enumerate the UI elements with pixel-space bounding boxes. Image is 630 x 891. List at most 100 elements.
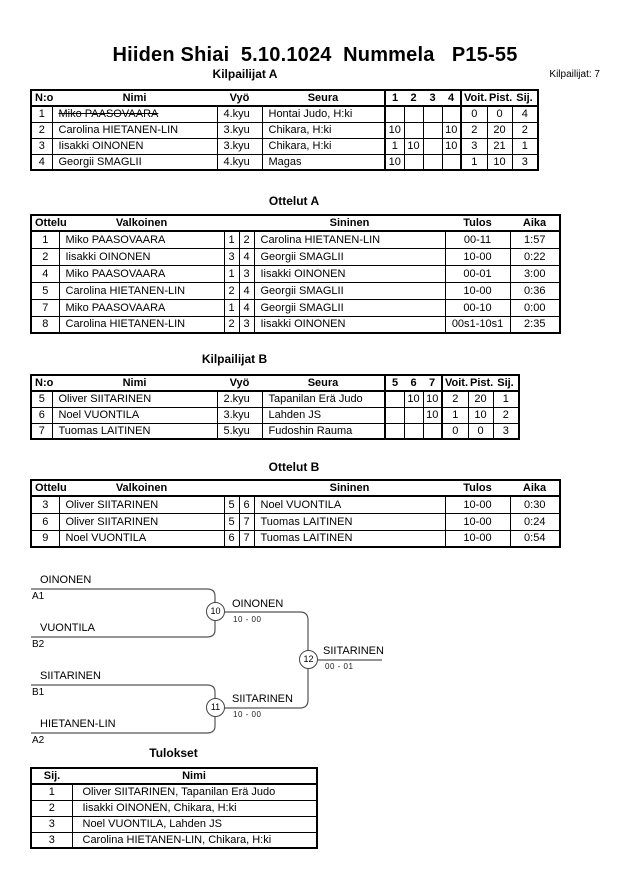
cell-score <box>403 422 424 440</box>
cell-no: 4 <box>30 153 53 171</box>
pool-a-table: N:o Nimi Vyö Seura 1 2 3 4 Voit. Pist. S… <box>30 89 539 171</box>
cell-blue: Georgii SMAGLII <box>253 281 446 300</box>
cell-place: 3 <box>492 422 520 440</box>
cell-white-no: 1 <box>223 298 240 317</box>
cell-white: Noel VUONTILA <box>58 529 225 548</box>
table-row: 6 Oliver SIITARINEN 5 7 Tuomas LAITINEN … <box>30 512 561 531</box>
cell-belt: 3.kyu <box>216 137 263 155</box>
col-header-time: Aika <box>510 480 560 497</box>
bracket-line-a1 <box>31 588 216 603</box>
bracket-line-b2 <box>31 621 216 638</box>
cell-no: 1 <box>30 105 53 123</box>
cell-score <box>422 422 443 440</box>
cell-name: Georgii SMAGLII <box>51 153 218 171</box>
cell-result: 00-01 <box>444 264 511 283</box>
table-row: 2 Carolina HIETANEN-LIN 3.kyu Chikara, H… <box>30 121 539 139</box>
cell-white: Miko PAASOVAARA <box>58 264 225 283</box>
cell-points: 21 <box>486 137 513 155</box>
cell-time: 0:30 <box>509 495 561 514</box>
matches-a-heading: Ottelut A <box>268 194 320 208</box>
table-row: 1 Miko PAASOVAARA 4.kyu Hontai Judo, H:k… <box>30 105 539 123</box>
table-row: 2 Iisakki OINONEN 3 4 Georgii SMAGLII 10… <box>30 247 561 266</box>
col-header-no: N:o <box>31 90 53 107</box>
cell-white: Carolina HIETANEN-LIN <box>58 315 225 334</box>
table-row: 1 Miko PAASOVAARA 1 2 Carolina HIETANEN-… <box>30 230 561 249</box>
cell-name: Tuomas LAITINEN <box>51 422 218 440</box>
cell-blue: Georgii SMAGLII <box>253 298 446 317</box>
cell-place: 3 <box>30 815 73 833</box>
cell-white-no: 5 <box>223 512 240 531</box>
col-header-blue: Sininen <box>254 215 445 232</box>
cell-place: 1 <box>30 783 73 801</box>
cell-no: 5 <box>30 390 53 408</box>
table-row: 1 Oliver SIITARINEN, Tapanilan Erä Judo <box>30 783 318 801</box>
cell-result: 00-10 <box>444 298 511 317</box>
cell-no: 7 <box>30 422 53 440</box>
bracket-line-semi1-winner <box>224 611 309 651</box>
cell-blue-no: 3 <box>238 315 255 334</box>
col-header-club: Seura <box>262 90 385 107</box>
col-header-name: Nimi <box>52 90 217 107</box>
cell-white: Miko PAASOVAARA <box>58 298 225 317</box>
cell-time: 1:57 <box>509 230 561 249</box>
cell-name: Oliver SIITARINEN <box>51 390 218 408</box>
col-header-name: Nimi <box>52 375 217 392</box>
bracket-score-semi2: 10 - 00 <box>233 710 262 719</box>
cell-place: 2 <box>511 121 539 139</box>
pool-a-heading: Kilpailijat A <box>212 67 278 81</box>
cell-white-no: 1 <box>223 230 240 249</box>
cell-points: 20 <box>486 121 513 139</box>
table-row: 3 Noel VUONTILA, Lahden JS <box>30 815 318 833</box>
cell-name: Oliver SIITARINEN, Tapanilan Erä Judo <box>71 783 318 801</box>
cell-name: Iisakki OINONEN <box>51 137 218 155</box>
cell-blue: Iisakki OINONEN <box>253 315 446 334</box>
cell-time: 0:54 <box>509 529 561 548</box>
cell-place: 4 <box>511 105 539 123</box>
col-header-white: Valkoinen <box>59 215 224 232</box>
cell-points: 10 <box>467 406 494 424</box>
cell-score: 10 <box>384 153 405 171</box>
pool-b-heading: Kilpailijat B <box>201 352 268 366</box>
col-header-2: 2 <box>404 90 423 107</box>
col-header-match: Ottelu <box>31 215 67 232</box>
cell-name: Iisakki OINONEN, Chikara, H:ki <box>71 799 318 817</box>
cell-club: Tapanilan Erä Judo <box>261 390 386 408</box>
table-row: 3 Oliver SIITARINEN 5 6 Noel VUONTILA 10… <box>30 495 561 514</box>
col-header-club: Seura <box>262 375 385 392</box>
cell-score: 10 <box>441 137 462 155</box>
bracket-entrant-siitarinen: SIITARINEN <box>40 670 101 682</box>
competitors-count: Kilpailijat: 7 <box>549 69 600 80</box>
cell-blue: Noel VUONTILA <box>253 495 446 514</box>
cell-score <box>403 121 424 139</box>
cell-name: Carolina HIETANEN-LIN, Chikara, H:ki <box>71 831 318 849</box>
results-header-row: Sij. Nimi <box>31 768 317 785</box>
bracket-seed-a2: A2 <box>32 735 45 746</box>
bracket-match-number-10: 10 <box>206 602 225 621</box>
cell-score <box>384 390 405 408</box>
table-row: 3 Iisakki OINONEN 3.kyu Chikara, H:ki 1 … <box>30 137 539 155</box>
matches-a-header-row: Ottelu Valkoinen Sininen Tulos Aika <box>31 215 560 232</box>
cell-wins: 0 <box>441 422 469 440</box>
cell-points: 20 <box>467 390 494 408</box>
cell-club: Fudoshin Rauma <box>261 422 386 440</box>
cell-no: 2 <box>30 121 53 139</box>
bracket-winner-semi2: SIITARINEN <box>232 693 293 705</box>
table-row: 3 Carolina HIETANEN-LIN, Chikara, H:ki <box>30 831 318 849</box>
cell-score <box>422 121 443 139</box>
cell-club: Hontai Judo, H:ki <box>261 105 386 123</box>
cell-blue: Tuomas LAITINEN <box>253 529 446 548</box>
col-header-wn <box>224 480 239 497</box>
cell-result: 10-00 <box>444 495 511 514</box>
col-header-match: Ottelu <box>31 480 67 497</box>
cell-belt: 4.kyu <box>216 153 263 171</box>
cell-name: Miko PAASOVAARA <box>51 105 218 123</box>
cell-wins: 1 <box>460 153 488 171</box>
cell-white-no: 5 <box>223 495 240 514</box>
cell-blue-no: 4 <box>238 281 255 300</box>
table-row: 7 Miko PAASOVAARA 1 4 Georgii SMAGLII 00… <box>30 298 561 317</box>
pool-b-table: N:o Nimi Vyö Seura 5 6 7 Voit. Pist. Sij… <box>30 374 520 440</box>
cell-result: 10-00 <box>444 281 511 300</box>
table-row: 7 Tuomas LAITINEN 5.kyu Fudoshin Rauma 0… <box>30 422 520 440</box>
cell-score <box>422 153 443 171</box>
